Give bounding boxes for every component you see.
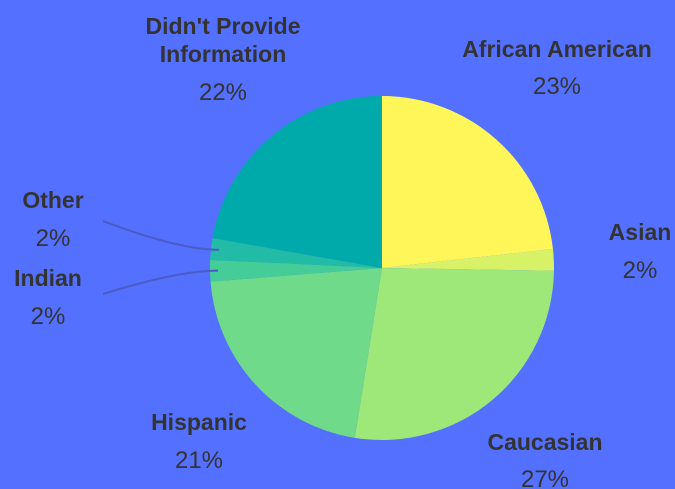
slice-percent-other: 2% xyxy=(36,225,71,252)
slice-percent-caucasian: 27% xyxy=(521,466,569,489)
slice-name-african-american: African American xyxy=(462,36,652,62)
pie-slice-caucasian xyxy=(354,268,554,441)
slice-percent-african-american: 23% xyxy=(533,73,581,100)
slice-name-didn-t-provide-information: Information xyxy=(160,41,287,67)
slice-name-caucasian: Caucasian xyxy=(487,429,602,455)
slice-labels: African American 23% Asian 2% Caucasian 27% Hi… xyxy=(14,13,671,489)
slice-name-didn-t-provide-information: Didn't Provide xyxy=(146,13,301,39)
slice-percent-didn-t-provide-information: 22% xyxy=(199,79,247,106)
pie-slice-didn-t-provide-information xyxy=(212,96,382,268)
leader-lines xyxy=(102,220,220,295)
slice-name-hispanic: Hispanic xyxy=(151,409,247,435)
slice-percent-asian: 2% xyxy=(623,257,658,284)
pie-slice-african-american xyxy=(382,96,553,268)
slice-name-indian: Indian xyxy=(14,265,82,291)
pie-slice-other xyxy=(210,238,382,268)
pie-slice-hispanic xyxy=(210,268,382,438)
leader-line-indian xyxy=(102,269,219,295)
pie-slices xyxy=(209,96,555,441)
slice-name-other: Other xyxy=(22,187,83,213)
leader-line-other xyxy=(102,220,220,251)
pie-slice-asian xyxy=(382,248,555,271)
slice-percent-indian: 2% xyxy=(31,303,66,330)
pie-slice-indian xyxy=(209,259,382,282)
slice-name-asian: Asian xyxy=(609,219,672,245)
slice-percent-hispanic: 21% xyxy=(175,447,223,474)
